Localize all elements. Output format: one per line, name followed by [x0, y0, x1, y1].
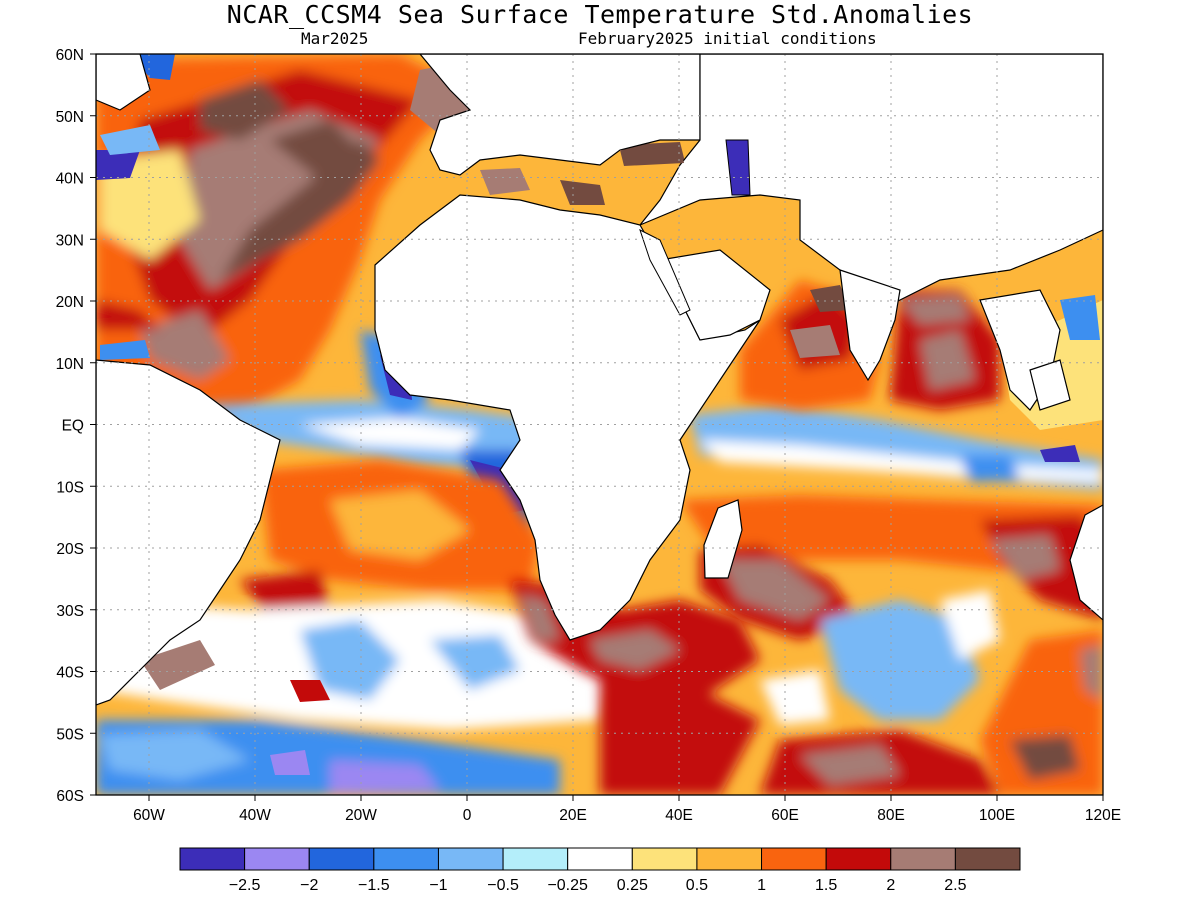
lat-tick-label: 20N — [56, 294, 84, 311]
colorbar-label: −2.5 — [229, 877, 261, 894]
colorbar-swatch — [761, 847, 827, 871]
lat-tick-label: 10S — [56, 479, 84, 496]
lat-tick-label: 30N — [56, 232, 84, 249]
colorbar-swatch — [373, 847, 439, 871]
colorbar-label: −0.25 — [547, 877, 588, 894]
land-masses — [96, 54, 1103, 706]
lon-tick-label: 80E — [877, 807, 905, 824]
colorbar-label: 0.25 — [617, 877, 648, 894]
lon-tick-label: 0 — [463, 807, 472, 824]
colorbar-label: 2.5 — [944, 877, 966, 894]
lat-tick-label: 20S — [56, 541, 84, 558]
lat-tick-label: EQ — [62, 418, 84, 435]
colorbar-label: 1.5 — [815, 877, 837, 894]
lat-tick-label: 40S — [56, 665, 84, 682]
colorbar-label: 2 — [886, 877, 895, 894]
colorbar-label: −1.5 — [358, 877, 390, 894]
colorbar-label: 0.5 — [686, 877, 708, 894]
colorbar-swatch — [631, 847, 698, 871]
lon-tick-label: 40E — [665, 807, 693, 824]
colorbar-swatch — [502, 847, 569, 871]
colorbar-swatch — [954, 847, 1021, 871]
colorbar-swatch — [825, 847, 892, 871]
colorbar-swatch — [696, 847, 763, 871]
lat-tick-label: 50S — [56, 726, 84, 743]
lat-tick-label: 50N — [56, 109, 84, 126]
colorbar-label: −1 — [429, 877, 447, 894]
sst-anomaly-field — [96, 54, 1103, 795]
lon-tick-label: 100E — [979, 807, 1015, 824]
lon-tick-label: 60W — [133, 807, 165, 824]
colorbar-label: −2 — [300, 877, 318, 894]
lat-tick-label: 60N — [56, 47, 84, 64]
lat-tick-label: 40N — [56, 171, 84, 188]
colorbar-swatch — [890, 847, 956, 871]
lon-tick-label: 40W — [239, 807, 271, 824]
colorbar-swatch — [308, 847, 375, 871]
graticule — [96, 54, 1103, 795]
lat-tick-label: 10N — [56, 356, 84, 373]
lat-tick-label: 60S — [56, 788, 84, 805]
colorbar-swatch — [179, 847, 246, 871]
colorbar-label: 1 — [757, 877, 766, 894]
chart-title: NCAR_CCSM4 Sea Surface Temperature Std.A… — [226, 0, 974, 29]
colorbar-swatch — [437, 847, 504, 871]
lon-tick-label: 60E — [771, 807, 799, 824]
axis-ticks: 60W 40W 20W 0 20E 40E 60E 80E 100E 120E 60N 50N 40N 3… — [56, 47, 1122, 824]
lon-tick-label: 20E — [559, 807, 587, 824]
lon-tick-label: 120E — [1085, 807, 1121, 824]
lat-tick-label: 30S — [56, 603, 84, 620]
colorbar-label: −0.5 — [487, 877, 519, 894]
forecast-month-label: Mar2025 — [301, 29, 369, 48]
initial-conditions-label: February2025 initial conditions — [578, 29, 877, 48]
lon-tick-label: 20W — [345, 807, 377, 824]
colorbar-swatch — [244, 847, 310, 871]
colorbar: −2.5 −2 −1.5 −1 −0.5 −0.25 0.25 0.5 1 1.5 2 2.5 — [179, 847, 1021, 894]
colorbar-swatch — [567, 847, 633, 871]
